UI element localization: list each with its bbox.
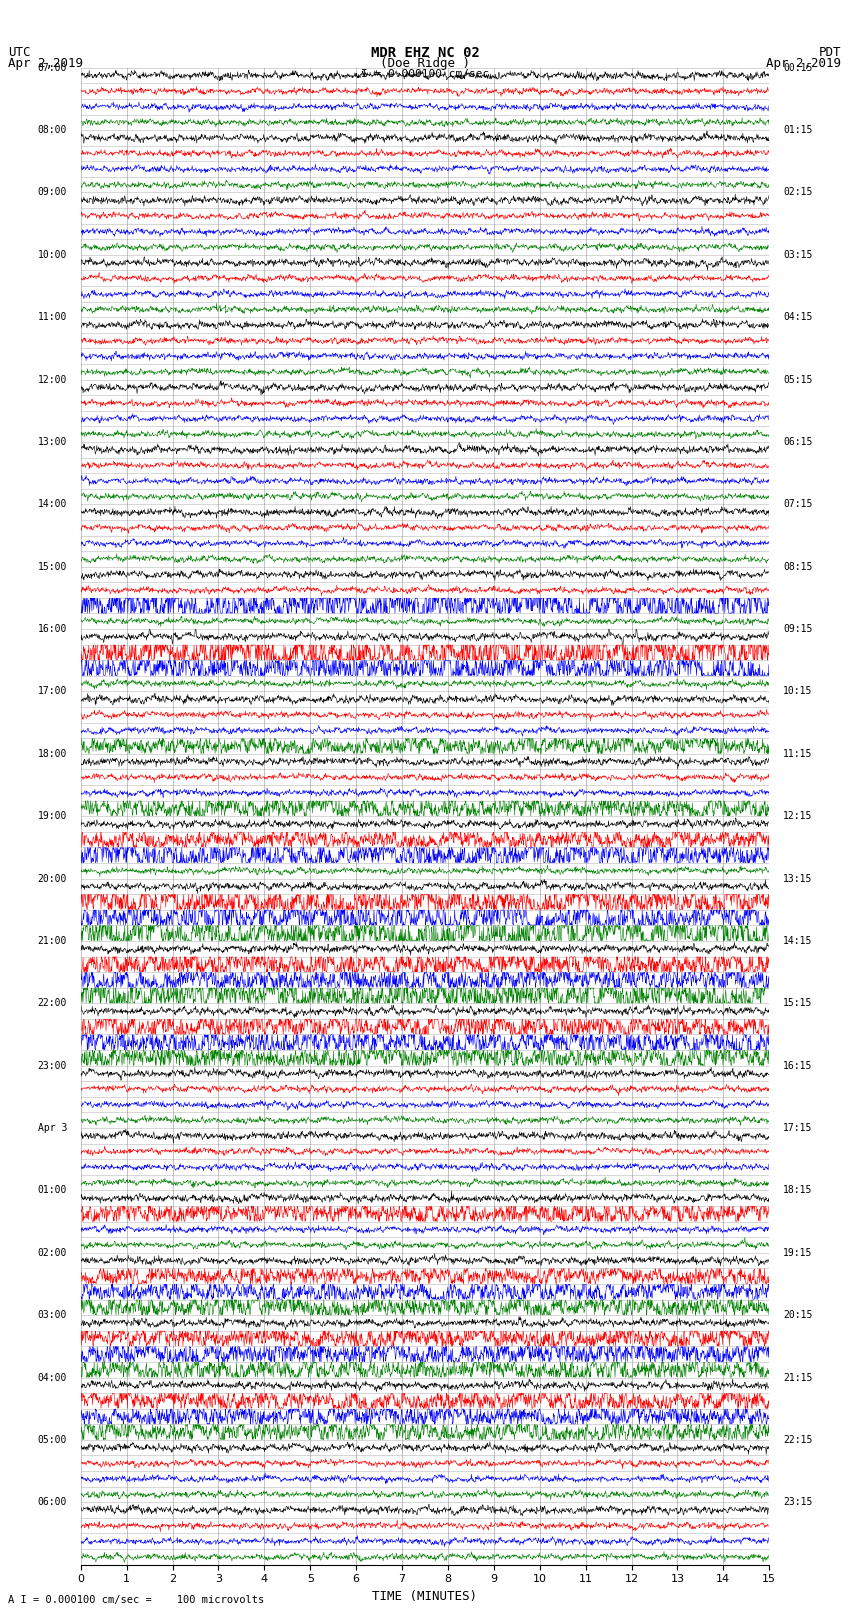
Text: 09:00: 09:00 [37, 187, 67, 197]
Text: 19:15: 19:15 [783, 1248, 813, 1258]
Text: 03:00: 03:00 [37, 1310, 67, 1319]
Text: Apr 2,2019: Apr 2,2019 [8, 58, 83, 71]
X-axis label: TIME (MINUTES): TIME (MINUTES) [372, 1590, 478, 1603]
Text: 01:00: 01:00 [37, 1186, 67, 1195]
Text: 07:15: 07:15 [783, 500, 813, 510]
Text: 12:15: 12:15 [783, 811, 813, 821]
Text: 04:00: 04:00 [37, 1373, 67, 1382]
Text: 10:00: 10:00 [37, 250, 67, 260]
Text: 10:15: 10:15 [783, 687, 813, 697]
Text: 15:00: 15:00 [37, 561, 67, 571]
Text: UTC: UTC [8, 45, 31, 60]
Text: (Doe Ridge ): (Doe Ridge ) [380, 58, 470, 71]
Text: 08:00: 08:00 [37, 126, 67, 135]
Text: 04:15: 04:15 [783, 313, 813, 323]
Text: 20:15: 20:15 [783, 1310, 813, 1319]
Text: 21:00: 21:00 [37, 936, 67, 945]
Text: 18:00: 18:00 [37, 748, 67, 758]
Text: 12:00: 12:00 [37, 374, 67, 384]
Text: PDT: PDT [819, 45, 842, 60]
Text: I = 0.000100 cm/sec: I = 0.000100 cm/sec [361, 69, 489, 79]
Text: 05:15: 05:15 [783, 374, 813, 384]
Text: 18:15: 18:15 [783, 1186, 813, 1195]
Text: 19:00: 19:00 [37, 811, 67, 821]
Text: 17:00: 17:00 [37, 687, 67, 697]
Text: 23:00: 23:00 [37, 1061, 67, 1071]
Text: 07:00: 07:00 [37, 63, 67, 73]
Text: 17:15: 17:15 [783, 1123, 813, 1132]
Text: Apr 2,2019: Apr 2,2019 [767, 58, 842, 71]
Text: 16:00: 16:00 [37, 624, 67, 634]
Text: 06:15: 06:15 [783, 437, 813, 447]
Text: 03:15: 03:15 [783, 250, 813, 260]
Text: Apr 3: Apr 3 [37, 1123, 67, 1132]
Text: 05:00: 05:00 [37, 1436, 67, 1445]
Text: 11:15: 11:15 [783, 748, 813, 758]
Text: 00:15: 00:15 [783, 63, 813, 73]
Text: 20:00: 20:00 [37, 874, 67, 884]
Text: 13:00: 13:00 [37, 437, 67, 447]
Text: 01:15: 01:15 [783, 126, 813, 135]
Text: 11:00: 11:00 [37, 313, 67, 323]
Text: 02:15: 02:15 [783, 187, 813, 197]
Text: 06:00: 06:00 [37, 1497, 67, 1507]
Text: A I = 0.000100 cm/sec =    100 microvolts: A I = 0.000100 cm/sec = 100 microvolts [8, 1595, 264, 1605]
Text: 14:15: 14:15 [783, 936, 813, 945]
Text: 13:15: 13:15 [783, 874, 813, 884]
Text: 22:00: 22:00 [37, 998, 67, 1008]
Text: 21:15: 21:15 [783, 1373, 813, 1382]
Text: 22:15: 22:15 [783, 1436, 813, 1445]
Text: 23:15: 23:15 [783, 1497, 813, 1507]
Text: 08:15: 08:15 [783, 561, 813, 571]
Text: 02:00: 02:00 [37, 1248, 67, 1258]
Text: 16:15: 16:15 [783, 1061, 813, 1071]
Text: 14:00: 14:00 [37, 500, 67, 510]
Text: 09:15: 09:15 [783, 624, 813, 634]
Text: 15:15: 15:15 [783, 998, 813, 1008]
Text: MDR EHZ NC 02: MDR EHZ NC 02 [371, 45, 479, 60]
